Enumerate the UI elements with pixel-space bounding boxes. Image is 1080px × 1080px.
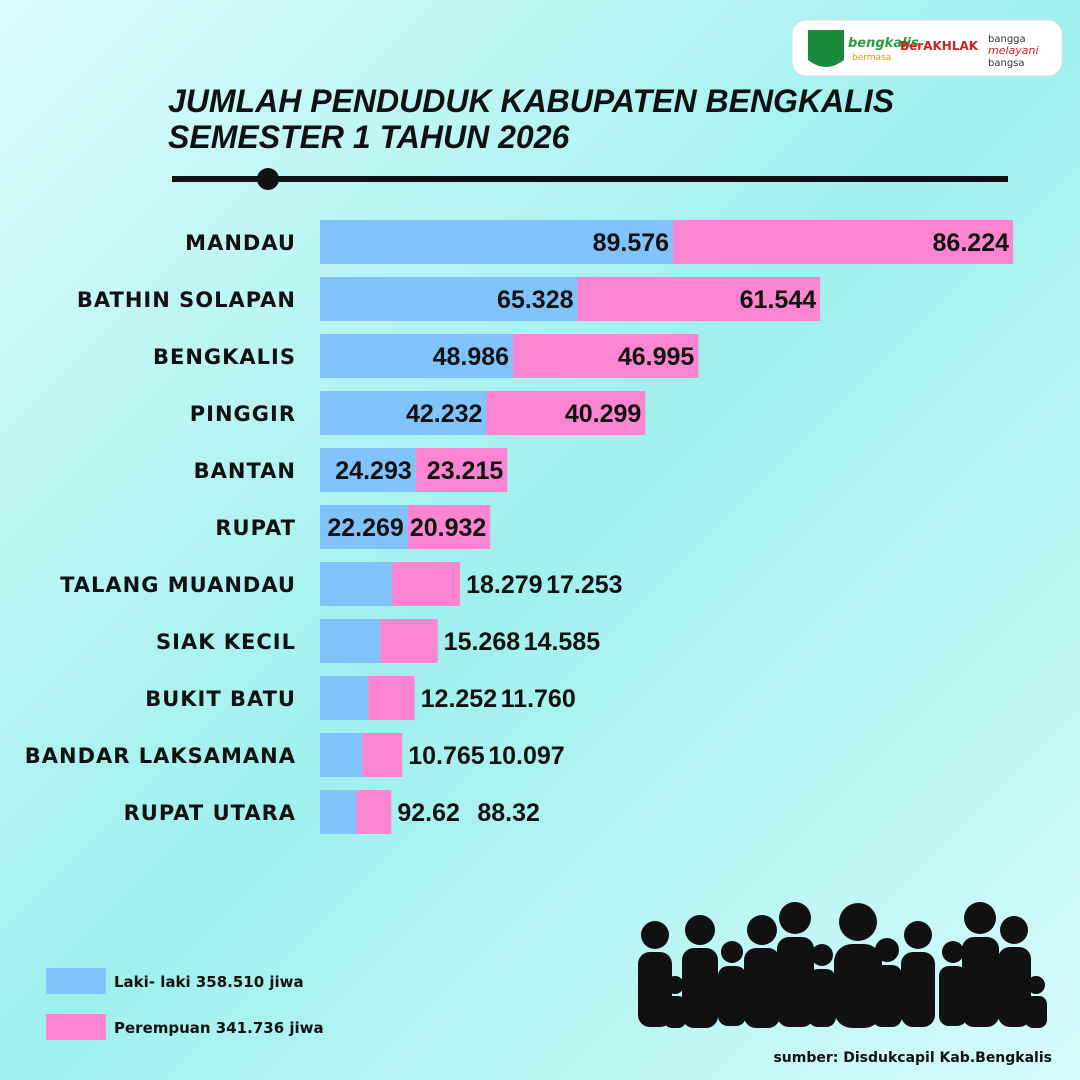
value-label: 24.293 — [335, 457, 411, 485]
category-label: BUKIT BATU — [145, 687, 296, 711]
value-label: 92.62 — [397, 799, 460, 827]
category-label: BENGKALIS — [153, 345, 296, 369]
value-label: 65.328 — [497, 286, 574, 314]
bar-segment — [513, 334, 699, 378]
category-label: RUPAT — [215, 516, 296, 540]
bar-segment — [320, 448, 416, 492]
bar-segment — [320, 562, 393, 606]
category-label: MANDAU — [185, 231, 296, 255]
bar-segment — [320, 391, 487, 435]
bar-segment — [320, 619, 381, 663]
source: sumber: Disdukcapil Kab.Bengkalis — [773, 1050, 1052, 1066]
legend-label: Perempuan 341.736 jiwa — [114, 1019, 324, 1037]
bar-segment — [320, 277, 578, 321]
chart-title: JUMLAH PENDUDUK KABUPATEN BENGKALIS — [168, 83, 895, 119]
bar-segment — [356, 790, 392, 834]
value-label: 88.32 — [477, 799, 540, 827]
category-label: RUPAT UTARA — [124, 801, 296, 825]
bar-segment — [673, 220, 1013, 264]
legend-swatch — [46, 968, 106, 994]
bar-segment — [486, 391, 646, 435]
people-silhouettes — [638, 902, 1047, 1028]
value-label: 86.224 — [933, 229, 1010, 257]
logo-text: bermasa — [852, 53, 891, 63]
bar-segment — [415, 448, 508, 492]
logo-text: bengkalis — [848, 36, 919, 51]
logo-text: melayani — [988, 44, 1039, 57]
category-label: SIAK KECIL — [156, 630, 296, 654]
value-label: 42.232 — [406, 400, 482, 428]
value-label: 10.765 — [408, 742, 485, 770]
value-label: 61.544 — [740, 286, 817, 314]
bar-segment — [362, 733, 403, 777]
bar-segment — [320, 676, 369, 720]
logo-text: BerAKHLAK — [900, 39, 979, 53]
value-label: 89.576 — [593, 229, 669, 257]
category-label: BATHIN SOLAPAN — [77, 288, 296, 312]
bar-segment — [320, 790, 357, 834]
logo-box: bengkalis bermasa BerAKHLAK bangga melay… — [791, 19, 1063, 77]
value-label: 22.269 — [327, 514, 403, 542]
bar-segment — [320, 220, 674, 264]
logo-text: bangga — [988, 34, 1026, 45]
divider-dot — [257, 168, 279, 190]
bars: MANDAU 89.576 86.224 BATHIN SOLAPAN 65.328 61… — [25, 220, 1013, 1040]
value-label: 46.995 — [618, 343, 695, 371]
chart-subtitle: SEMESTER 1 TAHUN 2026 — [168, 119, 570, 155]
legend-label: Laki- laki 358.510 jiwa — [114, 973, 304, 991]
logo-text: bangsa — [988, 58, 1025, 69]
bar-segment — [380, 619, 438, 663]
value-label: 20.932 — [410, 514, 486, 542]
category-label: BANDAR LAKSAMANA — [25, 744, 296, 768]
value-label: 14.585 — [524, 628, 601, 656]
bar-segment — [368, 676, 415, 720]
value-label: 11.760 — [501, 685, 576, 713]
value-label: 18.279 — [466, 571, 542, 599]
bar-segment — [320, 505, 408, 549]
value-label: 48.986 — [433, 343, 509, 371]
value-label: 15.268 — [444, 628, 521, 656]
bar-segment — [392, 562, 461, 606]
category-label: PINGGIR — [190, 402, 296, 426]
category-label: BANTAN — [194, 459, 296, 483]
value-label: 40.299 — [565, 400, 641, 428]
value-label: 17.253 — [546, 571, 622, 599]
category-label: TALANG MUANDAU — [60, 573, 296, 597]
bar-segment — [320, 334, 514, 378]
bar-segment — [577, 277, 821, 321]
value-label: 10.097 — [488, 742, 564, 770]
value-label: 12.252 — [421, 685, 497, 713]
legend-swatch — [46, 1014, 106, 1040]
value-label: 23.215 — [427, 457, 504, 485]
bar-segment — [320, 733, 363, 777]
bar-segment — [407, 505, 491, 549]
